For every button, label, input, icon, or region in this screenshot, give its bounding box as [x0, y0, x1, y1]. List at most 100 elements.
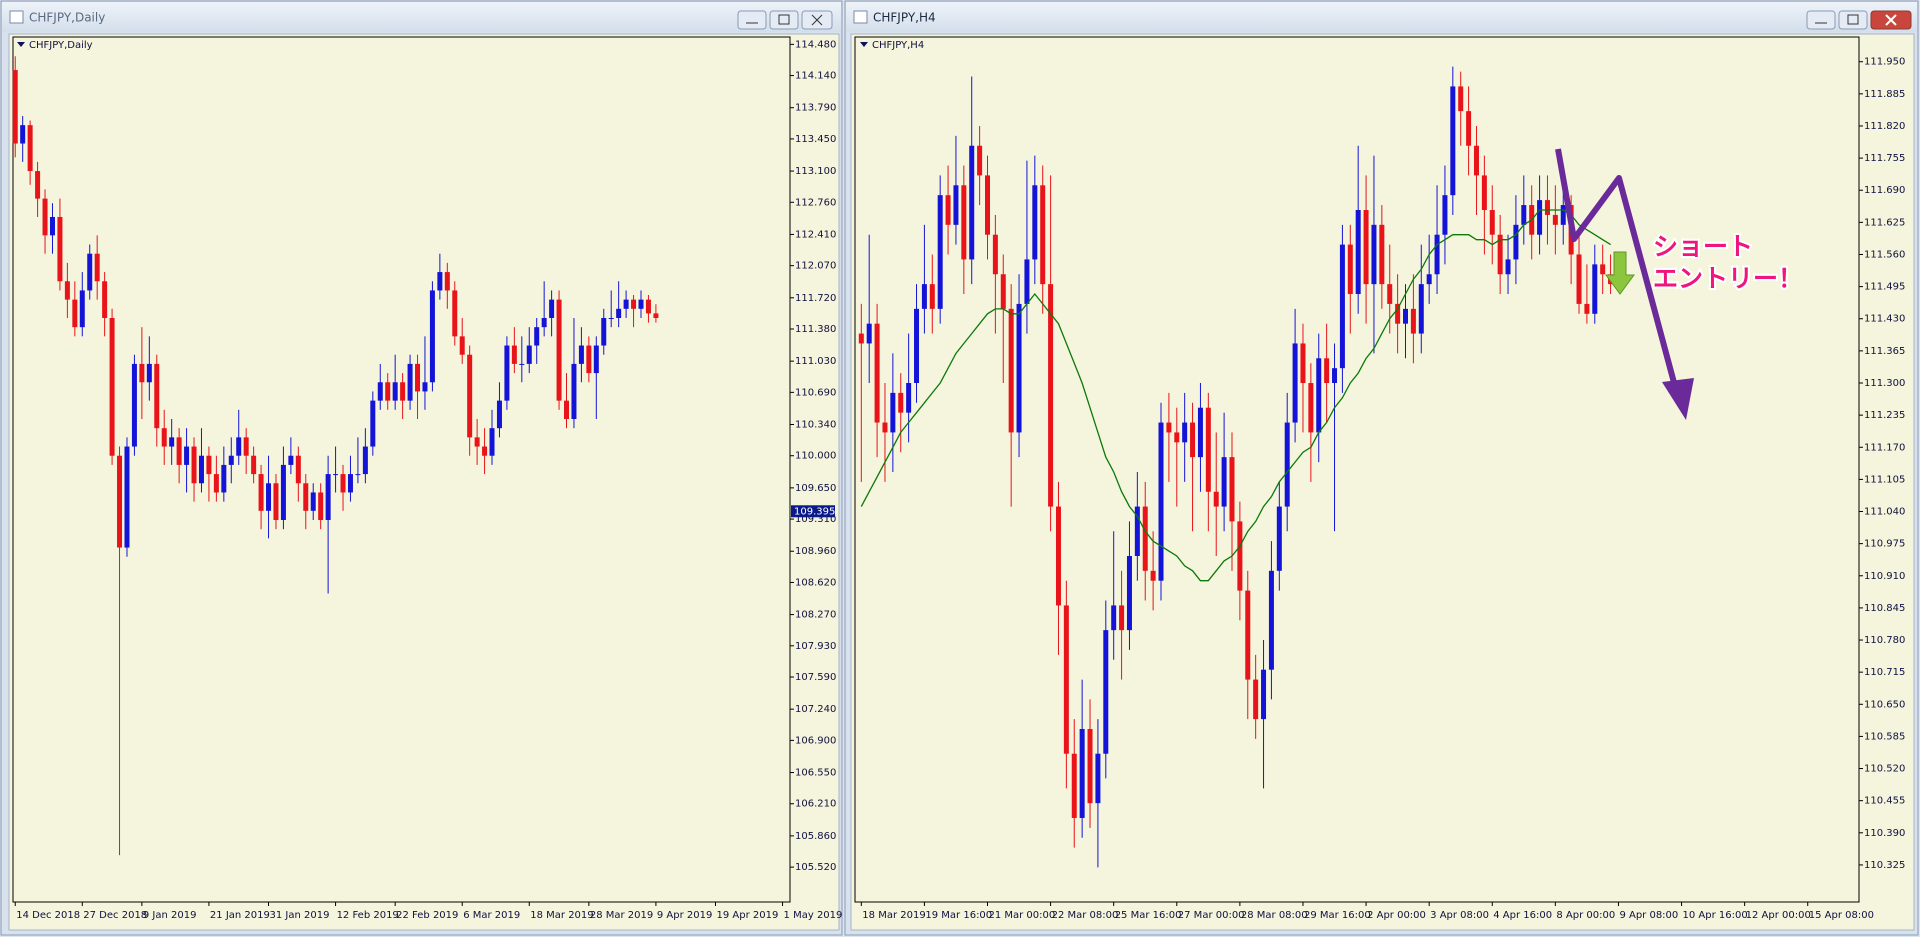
candle-body: [1560, 205, 1566, 225]
y-tick-label: 110.910: [1864, 571, 1905, 582]
x-tick-label: 10 Apr 16:00: [1683, 910, 1748, 921]
candle-body: [131, 363, 137, 447]
candle-body: [1103, 630, 1109, 754]
window-icon: [853, 10, 868, 24]
candle-body: [206, 455, 212, 475]
x-tick-label: 3 Apr 08:00: [1430, 910, 1489, 921]
x-tick-label: 12 Apr 00:00: [1746, 910, 1811, 921]
candle-body: [1284, 422, 1290, 507]
candle-body: [1048, 284, 1054, 507]
candle-body: [1087, 729, 1093, 804]
candle-body: [1505, 259, 1511, 275]
y-tick-label: 108.960: [795, 546, 836, 557]
candle-body: [1442, 195, 1448, 235]
y-tick-label: 113.790: [795, 103, 836, 114]
window-icon: [9, 10, 24, 24]
candle-body: [1229, 457, 1235, 522]
candle-body: [251, 455, 257, 475]
candle-body: [1300, 343, 1306, 383]
candle-body: [549, 299, 555, 318]
candle-body: [1276, 506, 1282, 571]
y-tick-label: 111.950: [1864, 57, 1905, 68]
candle-body: [1403, 308, 1409, 324]
y-tick-label: 109.310: [795, 514, 836, 525]
x-tick-label: 15 Apr 08:00: [1809, 910, 1874, 921]
candle-body: [407, 363, 413, 401]
candle-body: [992, 234, 998, 275]
x-tick-label: 28 Mar 2019: [590, 910, 653, 921]
candle-body: [333, 474, 339, 476]
y-tick-label: 111.720: [795, 293, 836, 304]
candle-body: [937, 195, 943, 309]
minimize-button[interactable]: [737, 10, 767, 30]
candle-body: [1261, 669, 1267, 720]
candle-body: [87, 253, 93, 291]
candle-body: [1079, 729, 1085, 818]
minimize-button[interactable]: [1806, 10, 1836, 30]
candle-body: [1521, 205, 1527, 225]
candle-body: [1126, 556, 1132, 631]
candle-body: [929, 284, 935, 309]
window-h4: CHFJPY,H4 CHFJPY,H4: [844, 0, 1919, 936]
candle-body: [459, 336, 465, 355]
trend-arrow-head: [1662, 378, 1694, 420]
candle-body: [1434, 234, 1440, 275]
candle-body: [1552, 214, 1558, 225]
candle-body: [124, 446, 130, 548]
chart-title: CHFJPY,H4: [872, 40, 924, 51]
candle-body: [1308, 383, 1314, 433]
candle-body: [288, 455, 294, 465]
candle-body: [1292, 343, 1298, 423]
candle-body: [564, 400, 570, 419]
y-tick-label: 110.650: [1864, 699, 1905, 710]
y-tick-label: 111.885: [1864, 89, 1905, 100]
x-tick-label: 21 Jan 2019: [210, 910, 270, 921]
candle-body: [541, 317, 547, 328]
candle-body: [355, 474, 361, 476]
candle-body: [496, 400, 502, 429]
candle-body: [1489, 210, 1495, 235]
candle-body: [377, 382, 383, 401]
candle-body: [42, 198, 48, 236]
chart-marks: 114.480 114.140 113.790 113.450 113.100 112.7…: [12, 39, 1905, 921]
y-tick-label: 111.495: [1864, 282, 1905, 293]
y-tick-label: 111.105: [1864, 474, 1905, 485]
candle-body: [273, 483, 279, 521]
x-tick-label: 14 Dec 2018: [16, 910, 80, 921]
candle-body: [504, 345, 510, 401]
y-tick-label: 106.210: [795, 799, 836, 810]
candle-body: [415, 363, 421, 392]
candle-body: [35, 171, 41, 199]
restore-button[interactable]: [1838, 10, 1868, 30]
x-tick-label: 22 Mar 08:00: [1052, 910, 1119, 921]
down-arrow: [1605, 251, 1635, 295]
candle-body: [109, 317, 115, 456]
candle-body: [1418, 284, 1424, 334]
candle-body: [1592, 264, 1598, 314]
candle-body: [280, 464, 286, 521]
candle-body: [474, 437, 480, 447]
trend-arrow: [1555, 148, 1683, 406]
candle-body: [882, 422, 888, 433]
chart-title: CHFJPY,Daily: [29, 40, 93, 51]
candle-body: [977, 145, 983, 176]
candle-body: [526, 345, 532, 364]
x-tick-label: 18 Mar 2019: [530, 910, 593, 921]
y-tick-label: 109.650: [795, 483, 836, 494]
x-tick-label: 4 Apr 16:00: [1493, 910, 1552, 921]
candle-body: [638, 299, 644, 309]
candle-body: [1008, 308, 1014, 433]
candle-body: [347, 474, 353, 493]
candle-body: [1032, 185, 1038, 260]
y-tick-label: 110.845: [1864, 603, 1905, 614]
x-tick-label: 31 Jan 2019: [270, 910, 330, 921]
price-marker-label: 109.395: [794, 506, 835, 517]
candle-body: [340, 474, 346, 493]
y-tick-label: 111.560: [1864, 249, 1905, 260]
y-tick-label: 105.520: [795, 862, 836, 873]
x-tick-label: 21 Mar 00:00: [988, 910, 1055, 921]
restore-button[interactable]: [769, 10, 799, 30]
x-tick-label: 27 Mar 00:00: [1178, 910, 1245, 921]
y-tick-label: 106.550: [795, 768, 836, 779]
client-area: [8, 33, 840, 931]
